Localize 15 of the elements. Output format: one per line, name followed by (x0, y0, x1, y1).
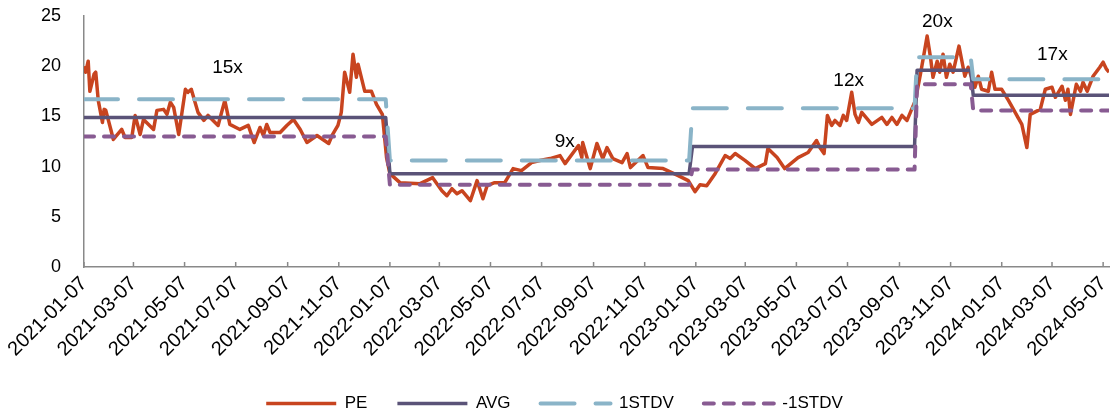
annotation: 20x (921, 10, 954, 32)
y-tick-label: 20 (40, 55, 61, 76)
y-tick-label: 0 (50, 255, 61, 276)
annotation: 9x (554, 129, 576, 151)
annotation: 12x (833, 69, 865, 91)
annotation: 17x (1037, 43, 1069, 65)
legend-label: PE (344, 393, 368, 413)
y-tick-label: 5 (50, 205, 61, 226)
legend-label: AVG (475, 393, 511, 413)
y-tick-label: 15 (40, 105, 61, 126)
legend-label: 1STDV (619, 393, 675, 413)
y-tick-label: 10 (40, 155, 61, 176)
y-tick-label: 25 (40, 4, 61, 25)
legend-label: -1STDV (782, 393, 844, 413)
annotation: 15x (212, 56, 244, 78)
